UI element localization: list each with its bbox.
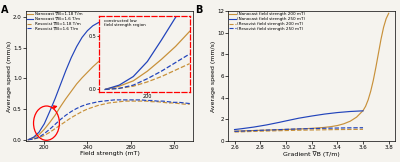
Legend: Nanocast ∇B=1.18 T/m, Nanocast ∇B=1.6 T/m, Resovist ∇B=1.18 T/m, Resovist ∇B=1.6: Nanocast ∇B=1.18 T/m, Nanocast ∇B=1.6 T/… [27,12,83,31]
Y-axis label: Average speed (mm/s): Average speed (mm/s) [210,40,216,112]
Legend: (Nanocast field strength 200 mT), (Nanocast field strength 250 mT), (Resovist fi: (Nanocast field strength 200 mT), (Nanoc… [229,12,306,31]
Y-axis label: Average speed (mm/s): Average speed (mm/s) [7,40,12,112]
X-axis label: Field strength (mT): Field strength (mT) [80,151,140,156]
Text: A: A [1,5,8,15]
X-axis label: Gradient ∇B (T/m): Gradient ∇B (T/m) [283,151,340,157]
Text: B: B [195,5,202,15]
